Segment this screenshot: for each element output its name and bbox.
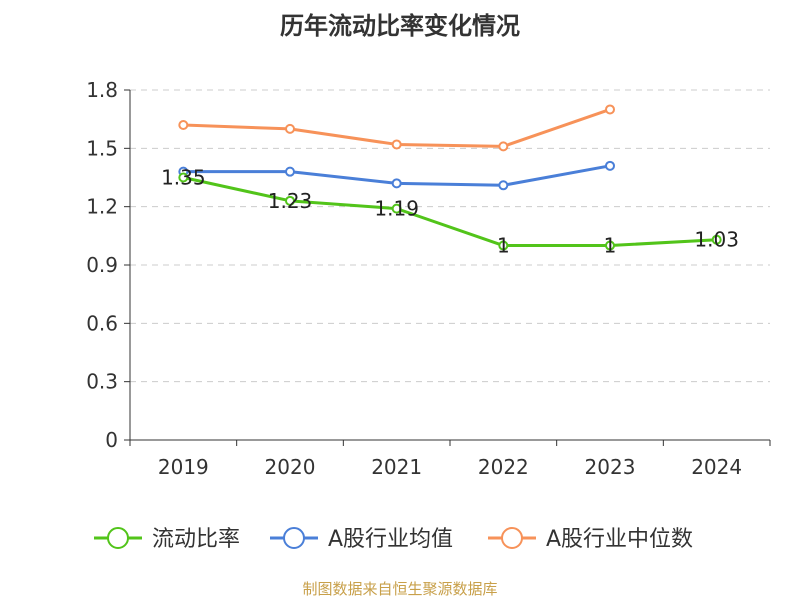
data-label: 1.19 — [374, 197, 419, 221]
legend-item-2[interactable]: A股行业中位数 — [488, 527, 693, 552]
legend-label: A股行业中位数 — [546, 527, 693, 552]
x-tick-label: 2024 — [691, 455, 742, 479]
data-label: 1 — [497, 234, 510, 258]
chart-title: 历年流动比率变化情况 — [280, 12, 520, 40]
legend-item-1[interactable]: A股行业均值 — [270, 527, 453, 552]
data-point[interactable] — [391, 139, 402, 150]
y-tick-label: 0.9 — [86, 253, 118, 277]
series-line-0 — [183, 176, 717, 248]
data-labels: 1.35 1.23 1.19 1 1 1.03 — [161, 166, 739, 258]
y-tick-label: 0 — [105, 428, 118, 452]
x-tick-label: 2022 — [478, 455, 529, 479]
legend-swatch-marker — [283, 527, 305, 549]
data-point[interactable] — [178, 172, 189, 183]
data-point[interactable] — [605, 240, 615, 251]
data-point[interactable] — [285, 123, 295, 134]
data-label: 1 — [604, 234, 617, 258]
legend[interactable]: 流动比率 A股行业均值 A股行业中位数 — [94, 527, 693, 552]
y-tick-label: 1.5 — [86, 136, 118, 160]
x-tick-label: 2023 — [585, 455, 636, 479]
data-point[interactable] — [178, 120, 189, 130]
data-point[interactable] — [498, 180, 509, 191]
x-tick-label: 2019 — [158, 455, 209, 479]
data-point[interactable] — [391, 203, 402, 214]
legend-swatch-marker — [501, 527, 523, 549]
data-label: 1.35 — [161, 166, 206, 190]
data-point[interactable] — [285, 195, 295, 206]
legend-label: A股行业均值 — [328, 527, 453, 552]
data-point[interactable] — [498, 240, 509, 251]
axes: 0 0.3 0.6 0.9 1.2 1.5 1.8 2019 2020 2021 2022 2023 2… — [86, 78, 771, 479]
data-point[interactable] — [605, 160, 615, 171]
data-point[interactable] — [498, 141, 509, 152]
series-group — [178, 104, 722, 251]
x-tick-label: 2021 — [371, 455, 422, 479]
y-tick-label: 0.3 — [86, 370, 118, 394]
grid — [130, 89, 770, 383]
x-tick-label: 2020 — [265, 455, 316, 479]
data-point[interactable] — [605, 104, 615, 115]
data-point[interactable] — [711, 234, 722, 245]
legend-item-0[interactable]: 流动比率 — [94, 527, 240, 552]
y-tick-label: 1.2 — [86, 195, 118, 219]
data-point[interactable] — [285, 166, 295, 177]
y-tick-label: 0.6 — [86, 311, 118, 335]
y-tick-label: 1.8 — [86, 78, 118, 102]
data-label: 1.23 — [268, 189, 313, 213]
data-label: 1.03 — [694, 228, 739, 252]
data-point[interactable] — [391, 178, 402, 189]
source-note: 制图数据来自恒生聚源数据库 — [302, 580, 497, 598]
legend-swatch-marker — [107, 527, 129, 549]
legend-label: 流动比率 — [152, 527, 240, 552]
